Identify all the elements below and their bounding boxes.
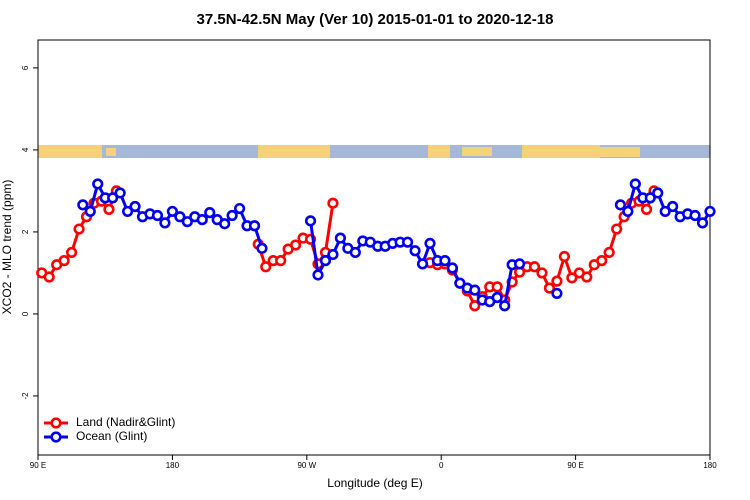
map-strip (38, 145, 710, 158)
data-point (558, 250, 571, 263)
data-point (181, 216, 193, 228)
data-point (622, 205, 634, 218)
x-tick-label: 180 (703, 461, 717, 470)
legend-label: Land (Nadir&Glint) (76, 415, 175, 429)
x-tick-label: 180 (166, 461, 180, 470)
data-point (491, 281, 503, 293)
land-strip (106, 148, 116, 156)
data-point (248, 220, 261, 232)
data-point (275, 255, 287, 267)
data-point (349, 246, 361, 259)
data-point (543, 282, 556, 294)
land-strip (462, 147, 492, 156)
y-tick-label: 4 (21, 147, 30, 152)
data-point (304, 215, 317, 227)
data-point (409, 245, 421, 257)
data-point (659, 205, 671, 218)
data-point (204, 207, 216, 219)
data-point (43, 271, 55, 283)
data-point (159, 217, 171, 229)
x-tick-label: 90 E (30, 461, 46, 470)
data-point (629, 178, 641, 190)
data-point (226, 209, 238, 222)
data-point (234, 202, 246, 215)
data-point (644, 192, 656, 204)
y-tick-label: 0 (21, 311, 30, 316)
data-point (603, 246, 615, 259)
data-point (689, 209, 701, 222)
data-point (667, 200, 679, 213)
data-point (551, 287, 563, 300)
data-point (151, 209, 164, 222)
x-tick-label: 90 E (567, 461, 583, 470)
data-point (319, 255, 332, 267)
chart-title: 37.5N-42.5N May (Ver 10) 2015-01-01 to 2… (197, 11, 554, 28)
y-axis-label: XCO2 - MLO trend (ppm) (0, 180, 14, 315)
data-point (696, 217, 709, 229)
data-point (65, 246, 78, 259)
data-point (416, 258, 429, 270)
data-point (256, 242, 268, 254)
data-point (469, 284, 481, 296)
data-point (614, 199, 627, 211)
land-strip (428, 145, 450, 158)
data-point (439, 255, 451, 267)
data-point (454, 277, 466, 289)
data-point (566, 272, 578, 284)
data-point (551, 275, 563, 287)
data-point (528, 261, 541, 273)
land-strip (258, 145, 330, 158)
data-point (219, 218, 231, 230)
data-point (77, 199, 89, 211)
data-point (92, 178, 104, 190)
data-point (513, 258, 526, 270)
data-point (611, 223, 623, 235)
x-tick-label: 0 (439, 461, 444, 470)
data-point (312, 269, 324, 281)
data-point (166, 205, 178, 218)
data-point (446, 262, 459, 274)
data-point (84, 205, 96, 218)
data-point (424, 237, 436, 249)
data-point (640, 203, 653, 215)
data-point (596, 255, 608, 267)
data-point (327, 197, 339, 209)
data-point (290, 239, 302, 251)
data-point (260, 261, 272, 273)
land-strip (38, 145, 102, 158)
y-tick-label: 6 (21, 65, 30, 70)
plot-frame (37, 39, 711, 456)
data-point (196, 214, 208, 226)
x-axis-label: Longitude (deg E) (327, 476, 422, 490)
data-point (73, 223, 85, 235)
data-point (491, 291, 503, 304)
legend-label: Ocean (Glint) (76, 429, 147, 443)
data-point (469, 300, 481, 312)
y-tick-label: -2 (21, 392, 30, 400)
data-point (129, 200, 141, 213)
x-tick-label: 90 W (297, 461, 316, 470)
land-strip (600, 147, 640, 157)
data-point (327, 248, 339, 261)
data-point (121, 205, 134, 218)
data-point (704, 205, 716, 218)
legend-marker (50, 417, 62, 429)
data-point (58, 255, 70, 267)
legend-marker (50, 431, 62, 443)
data-point (103, 203, 115, 215)
data-point (499, 300, 511, 312)
data-point (174, 211, 186, 223)
data-point (334, 232, 347, 244)
data-point (652, 187, 664, 199)
land-strip (522, 145, 600, 158)
data-point (114, 187, 126, 199)
data-point (107, 192, 119, 204)
y-tick-label: 2 (21, 229, 30, 234)
data-point (536, 267, 548, 279)
data-point (581, 271, 593, 283)
data-point (402, 236, 414, 248)
